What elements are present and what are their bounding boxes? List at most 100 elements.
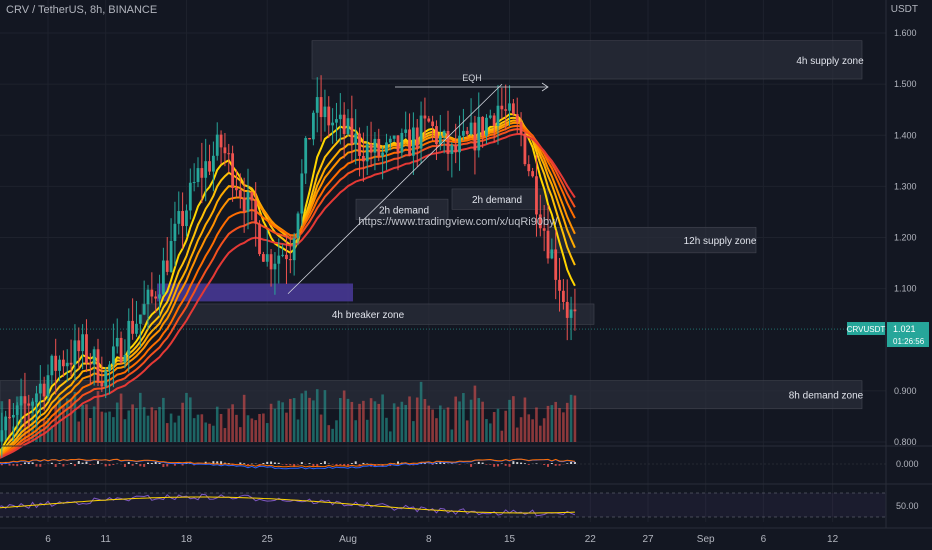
candle-body [38,383,42,394]
candle-body [369,144,373,153]
macd-histogram-bar [181,464,184,466]
candle-body [50,355,54,376]
candle-body [104,370,108,387]
volume-bar [573,395,577,442]
macd-histogram-bar [350,463,353,464]
volume-bar [427,405,431,442]
macd-histogram-bar [220,461,223,464]
candle-body [458,135,461,153]
macd-histogram-bar [358,464,361,467]
volume-bar [31,400,34,442]
time-tick-label: 18 [181,534,193,545]
candle-body [204,161,208,178]
candle-body [481,116,485,136]
candle-body [54,355,58,371]
macd-histogram-bar [162,464,165,467]
macd-histogram-bar [27,462,30,464]
volume-bar [508,399,511,442]
macd-histogram-bar [131,464,134,466]
macd-histogram-bar [62,464,65,467]
macd-histogram-bar [435,463,438,464]
candle-body [258,223,261,255]
macd-histogram-bar [212,461,215,464]
candle-body [281,254,285,256]
candle-body [469,122,473,135]
volume-bar [304,390,307,442]
candle-body [415,127,419,149]
volume-bar [404,404,407,442]
volume-bar [108,411,111,442]
candle-body [527,164,531,172]
candle-body [235,188,238,191]
volume-bar [181,402,184,442]
volume-bar [469,399,473,442]
macd-histogram-bar [408,464,411,465]
macd-histogram-bar [89,464,92,465]
macd-histogram-bar [108,464,111,466]
volume-bar [496,408,500,442]
candle-body [81,334,85,352]
candle-body [292,238,296,261]
macd-histogram-bar [16,464,19,467]
macd-histogram-bar [154,461,157,464]
candle-body [35,393,38,402]
candle-body [500,105,504,110]
macd-histogram-bar [554,464,557,466]
macd-histogram-bar [343,464,346,466]
volume-bar [192,418,196,442]
candle-body [473,122,477,151]
candle-body [373,138,377,153]
volume-bar [258,413,261,442]
breaker-4h-zone [141,303,595,325]
candle-body [250,191,254,201]
volume-bar [377,403,381,442]
volume-bar [19,404,23,442]
macd-histogram-bar [558,464,561,466]
candle-body [523,133,527,165]
macd-histogram-bar [54,464,57,467]
volume-bar [212,425,215,442]
last-price-label: 1.021 [893,324,916,334]
volume-bar [439,405,442,442]
candle-body [46,375,50,397]
macd-histogram-bar [20,464,23,466]
volume-bar [500,430,504,442]
volume-bar [565,402,569,442]
candle-body [385,142,388,153]
candle-body [515,114,519,123]
candle-body [423,115,427,119]
candle-body [173,223,177,242]
candle-body [200,168,204,178]
volume-bar [365,419,369,442]
rsi-band [0,493,886,517]
volume-bar [85,404,88,442]
volume-bar [73,391,77,442]
candle-body [111,346,115,365]
volume-bar [92,406,96,442]
candles [0,75,577,458]
candle-body [15,405,19,415]
volume-bar [104,412,107,442]
demand-2h-zone-b [451,188,549,210]
macd-histogram-bar [31,462,34,464]
candle-body [265,254,269,262]
volume-bar [396,406,400,442]
volume-bar [369,398,373,442]
candle-body [273,263,277,270]
macd-histogram-bar [527,464,530,465]
volume-bar [200,414,204,442]
volume-bar [58,397,61,442]
macd-histogram-bar [381,464,384,467]
candle-body [319,97,323,118]
candle-body [115,337,119,347]
price-tick-label: 1.200 [894,233,917,243]
candle-body [138,314,142,324]
candle-body [361,155,365,162]
candle-body [504,109,508,111]
zones-layer: 4h supply zone 12h supply zone 4h breaker … [0,40,864,410]
candle-body [304,138,308,174]
volume-bar [362,400,365,442]
candle-body [108,364,111,371]
volume-bar [277,400,281,442]
rsi-pane [0,483,932,518]
